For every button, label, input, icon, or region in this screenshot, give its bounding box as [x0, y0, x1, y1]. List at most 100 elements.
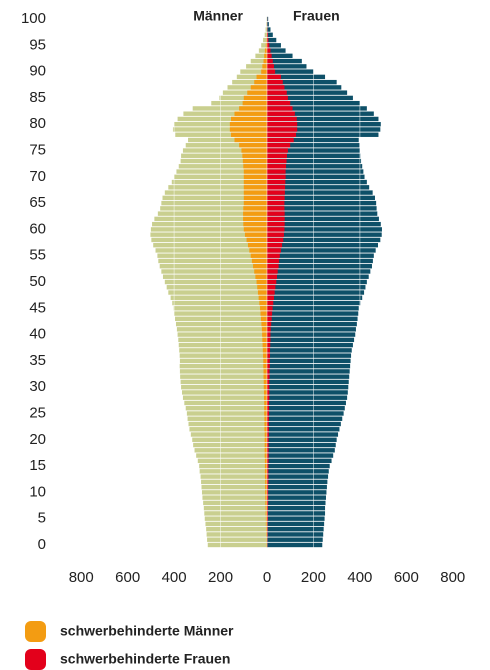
bar [267, 53, 272, 59]
bar [267, 248, 281, 253]
bar [267, 327, 356, 332]
y-tick-label: 90 [29, 63, 46, 80]
bar [267, 363, 270, 369]
bar [267, 106, 367, 111]
bar [267, 53, 293, 59]
bar [192, 106, 267, 111]
bar [239, 143, 267, 148]
bar [267, 490, 269, 495]
bar [267, 206, 285, 211]
bar [267, 227, 285, 232]
bar [267, 174, 286, 180]
bar [204, 516, 267, 521]
bar [267, 132, 379, 137]
bar [178, 337, 267, 343]
bar [185, 143, 267, 148]
bar [267, 321, 272, 327]
bar [267, 416, 343, 421]
bar [267, 200, 377, 206]
bar [264, 53, 267, 59]
bar [267, 542, 323, 548]
legend-swatch [25, 649, 46, 670]
bar [267, 469, 269, 474]
bar [259, 300, 267, 306]
bar [267, 232, 284, 237]
bar [267, 400, 346, 406]
bar [266, 526, 267, 532]
bar [267, 437, 337, 442]
bar [179, 358, 267, 364]
bar [267, 100, 291, 106]
bar [267, 48, 286, 53]
bar [267, 122, 381, 127]
bar [243, 206, 267, 211]
bar [253, 264, 267, 269]
bar [172, 300, 267, 306]
bar [177, 116, 267, 122]
bar [267, 463, 330, 469]
bar [267, 69, 276, 74]
y-tick-label: 65 [29, 194, 46, 211]
bar [262, 342, 267, 348]
y-tick-label: 85 [29, 89, 46, 106]
bar [243, 174, 267, 180]
bar [170, 295, 267, 300]
bar [260, 316, 267, 322]
bar [234, 111, 267, 116]
bar [267, 242, 379, 248]
bar [267, 453, 334, 458]
bar [188, 421, 267, 427]
bar [267, 58, 302, 64]
bar [264, 437, 267, 442]
bar [161, 200, 267, 206]
y-tick-label: 55 [29, 247, 46, 264]
bar [243, 195, 267, 201]
x-tick-label: 800 [69, 569, 94, 586]
bar [267, 221, 285, 227]
bar [267, 300, 274, 306]
bar [262, 64, 267, 69]
bar [227, 85, 267, 90]
bar [267, 116, 379, 122]
bar [267, 353, 271, 358]
bar [267, 253, 374, 258]
bar [267, 279, 367, 285]
bar [243, 221, 267, 227]
bar [185, 406, 267, 411]
bar [177, 332, 267, 337]
bar [267, 106, 293, 111]
bar [166, 285, 267, 290]
bar [267, 432, 339, 437]
bar [267, 64, 307, 69]
bar [262, 332, 267, 337]
bar [267, 253, 280, 258]
bar [267, 374, 270, 379]
bar [236, 74, 267, 80]
bar [267, 411, 344, 416]
y-tick-label: 50 [29, 273, 46, 290]
bar [267, 453, 269, 458]
bar [265, 500, 267, 506]
bar [152, 221, 267, 227]
bar [256, 74, 267, 80]
bar [267, 200, 285, 206]
bar [267, 379, 270, 385]
y-tick-label: 35 [29, 352, 46, 369]
bar [222, 90, 267, 95]
bar [160, 206, 267, 211]
bar [264, 411, 267, 416]
bar [262, 337, 267, 343]
bar [263, 395, 267, 400]
bar [206, 532, 267, 537]
bar [267, 395, 270, 400]
bar [159, 264, 267, 269]
bar [267, 463, 269, 469]
bar [267, 264, 279, 269]
x-tick-label: 400 [347, 569, 372, 586]
bar [207, 537, 267, 542]
bar [267, 311, 273, 316]
bar [267, 474, 329, 479]
bar [255, 53, 267, 59]
bar [179, 353, 267, 358]
women-heading: Frauen [293, 8, 340, 24]
